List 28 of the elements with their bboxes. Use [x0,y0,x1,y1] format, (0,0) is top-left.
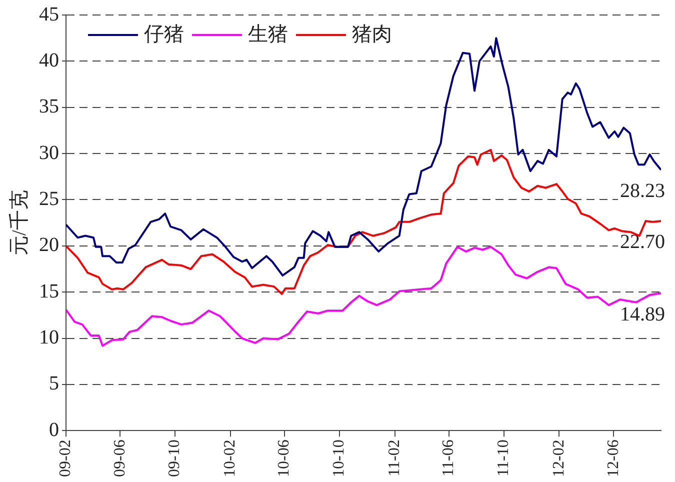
y-tick-label: 40 [39,49,59,72]
legend-label: 生猪 [248,23,288,46]
x-tick-label: 12-06 [604,440,622,477]
y-tick-label: 35 [39,96,59,118]
legend-label: 猪肉 [352,23,392,46]
x-tick-label: 10-02 [222,440,239,477]
y-tick-label: 5 [49,372,59,395]
y-tick-label: 0 [49,418,59,441]
y-tick-label: 45 [39,3,59,26]
y-tick-label: 30 [39,142,59,164]
y-tick-label: 25 [39,188,59,210]
y-tick-label: 15 [39,280,59,302]
annotation: 28.23 [620,180,665,202]
legend-label: 仔猪 [144,23,184,46]
x-tick-label: 10-06 [276,440,293,477]
y-tick-label: 20 [39,234,59,256]
x-tick-label: 11-02 [386,440,404,476]
x-tick-label: 12-02 [550,440,568,477]
y-tick-label: 10 [39,326,59,349]
x-tick-label: 09-06 [111,440,128,477]
annotation: 14.89 [620,303,665,326]
x-tick-label: 10-10 [330,440,348,477]
x-tick-label: 09-10 [166,440,184,477]
x-tick-label: 11-10 [495,440,512,476]
x-tick-label: 11-06 [440,440,458,476]
x-tick-label: 09-02 [57,440,74,477]
y-axis-title: 元/千克 [8,190,30,256]
annotation: 22.70 [620,231,665,254]
